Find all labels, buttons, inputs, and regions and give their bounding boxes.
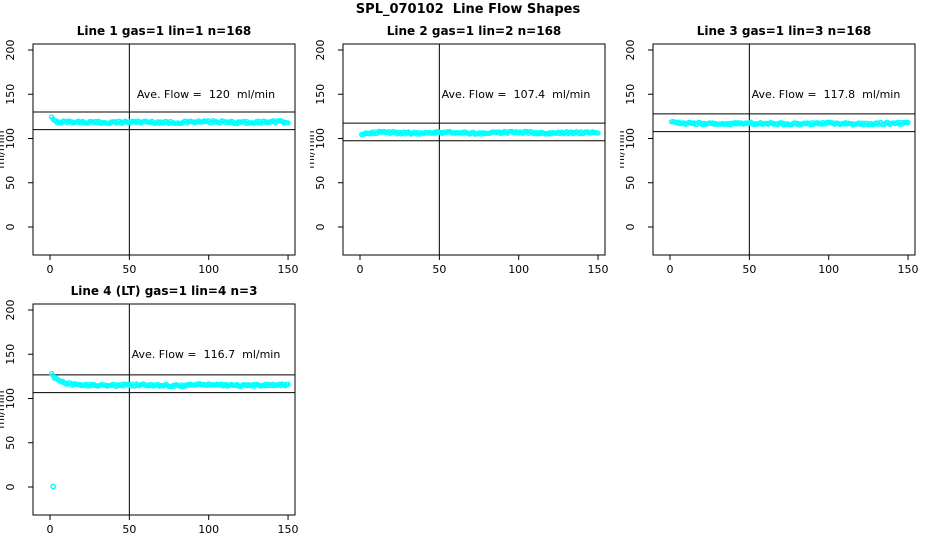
y-tick-label: 0: [4, 484, 17, 491]
y-tick-label: 50: [314, 176, 327, 190]
y-tick-label: 0: [314, 224, 327, 231]
y-tick-label: 150: [314, 84, 327, 105]
chart-title: SPL_070102 Line Flow Shapes: [355, 2, 581, 17]
panel-title: Line 2 gas=1 lin=2 n=168: [387, 24, 562, 38]
data-points: [48, 114, 291, 127]
y-tick-label: 200: [624, 40, 637, 61]
y-tick-label: 50: [624, 176, 637, 190]
y-axis: 0 50 100 150 200: [624, 40, 653, 231]
data-point: [285, 381, 291, 387]
y-tick-label: 100: [4, 128, 17, 149]
x-tick-label: 150: [588, 263, 609, 276]
panel-title: Line 4 (LT) gas=1 lin=4 n=3: [71, 284, 258, 298]
data-point: [905, 119, 911, 126]
y-axis: 0 50 100 150 200: [4, 300, 33, 491]
y-tick-label: 0: [4, 224, 17, 231]
y-tick-label: 100: [624, 128, 637, 149]
y-axis: 0 50 100 150 200: [314, 40, 343, 231]
x-tick-label: 150: [898, 263, 919, 276]
y-axis-title: ml/min: [310, 130, 317, 168]
y-tick-label: 0: [624, 224, 637, 231]
data-point: [285, 120, 291, 126]
x-axis: 0 50 100 150: [667, 255, 919, 276]
plot-box: [32, 303, 296, 516]
panel-line-4: Line 4 (LT) gas=1 lin=4 n=3 0 50 100 150 0 50 1…: [0, 284, 299, 536]
x-axis: 0 50 100 150: [47, 255, 299, 276]
x-tick-label: 0: [47, 263, 54, 276]
y-tick-label: 100: [4, 388, 17, 409]
y-axis-title: ml/min: [620, 130, 627, 168]
y-axis-title: ml/min: [0, 130, 7, 168]
y-axis-title: ml/min: [0, 390, 7, 428]
y-tick-label: 200: [4, 300, 17, 321]
x-tick-label: 100: [198, 523, 219, 536]
panel-title: Line 1 gas=1 lin=1 n=168: [77, 24, 252, 38]
y-tick-label: 50: [4, 176, 17, 190]
panel-line-1: Line 1 gas=1 lin=1 n=168 0 50 100 150 0 50 100 1…: [0, 24, 299, 276]
y-tick-label: 200: [314, 40, 327, 61]
data-points: [358, 128, 601, 138]
y-tick-label: 150: [4, 344, 17, 365]
x-tick-label: 50: [432, 263, 446, 276]
y-tick-label: 200: [4, 40, 17, 61]
y-axis: 0 50 100 150 200: [4, 40, 33, 231]
data-point: [595, 130, 601, 136]
x-tick-label: 150: [278, 263, 299, 276]
x-tick-label: 0: [667, 263, 674, 276]
x-tick-label: 0: [357, 263, 364, 276]
ave-flow-annotation: Ave. Flow = 107.4 ml/min: [442, 88, 591, 101]
x-tick-label: 50: [122, 523, 136, 536]
ave-flow-annotation: Ave. Flow = 120 ml/min: [137, 88, 275, 101]
x-tick-label: 50: [122, 263, 136, 276]
x-tick-label: 100: [818, 263, 839, 276]
plot-box: [342, 43, 606, 256]
ave-flow-annotation: Ave. Flow = 117.8 ml/min: [752, 88, 901, 101]
y-tick-label: 50: [4, 436, 17, 450]
y-tick-label: 100: [314, 128, 327, 149]
panel-line-2: Line 2 gas=1 lin=2 n=168 0 50 100 150 0 50 100 1…: [310, 24, 609, 276]
ave-flow-annotation: Ave. Flow = 116.7 ml/min: [132, 348, 281, 361]
plot-box: [32, 43, 296, 256]
x-tick-label: 50: [742, 263, 756, 276]
x-tick-label: 0: [47, 523, 54, 536]
x-tick-label: 150: [278, 523, 299, 536]
data-points: [48, 370, 291, 490]
y-tick-label: 150: [4, 84, 17, 105]
x-tick-label: 100: [508, 263, 529, 276]
outlier-point: [50, 483, 57, 490]
y-tick-label: 150: [624, 84, 637, 105]
x-tick-label: 100: [198, 263, 219, 276]
x-axis: 0 50 100 150: [47, 515, 299, 536]
panel-title: Line 3 gas=1 lin=3 n=168: [697, 24, 872, 38]
x-axis: 0 50 100 150: [357, 255, 609, 276]
data-points: [668, 118, 911, 128]
plot-box: [652, 43, 916, 256]
panel-line-3: Line 3 gas=1 lin=3 n=168 0 50 100 150 0 50 100 1…: [620, 24, 919, 276]
